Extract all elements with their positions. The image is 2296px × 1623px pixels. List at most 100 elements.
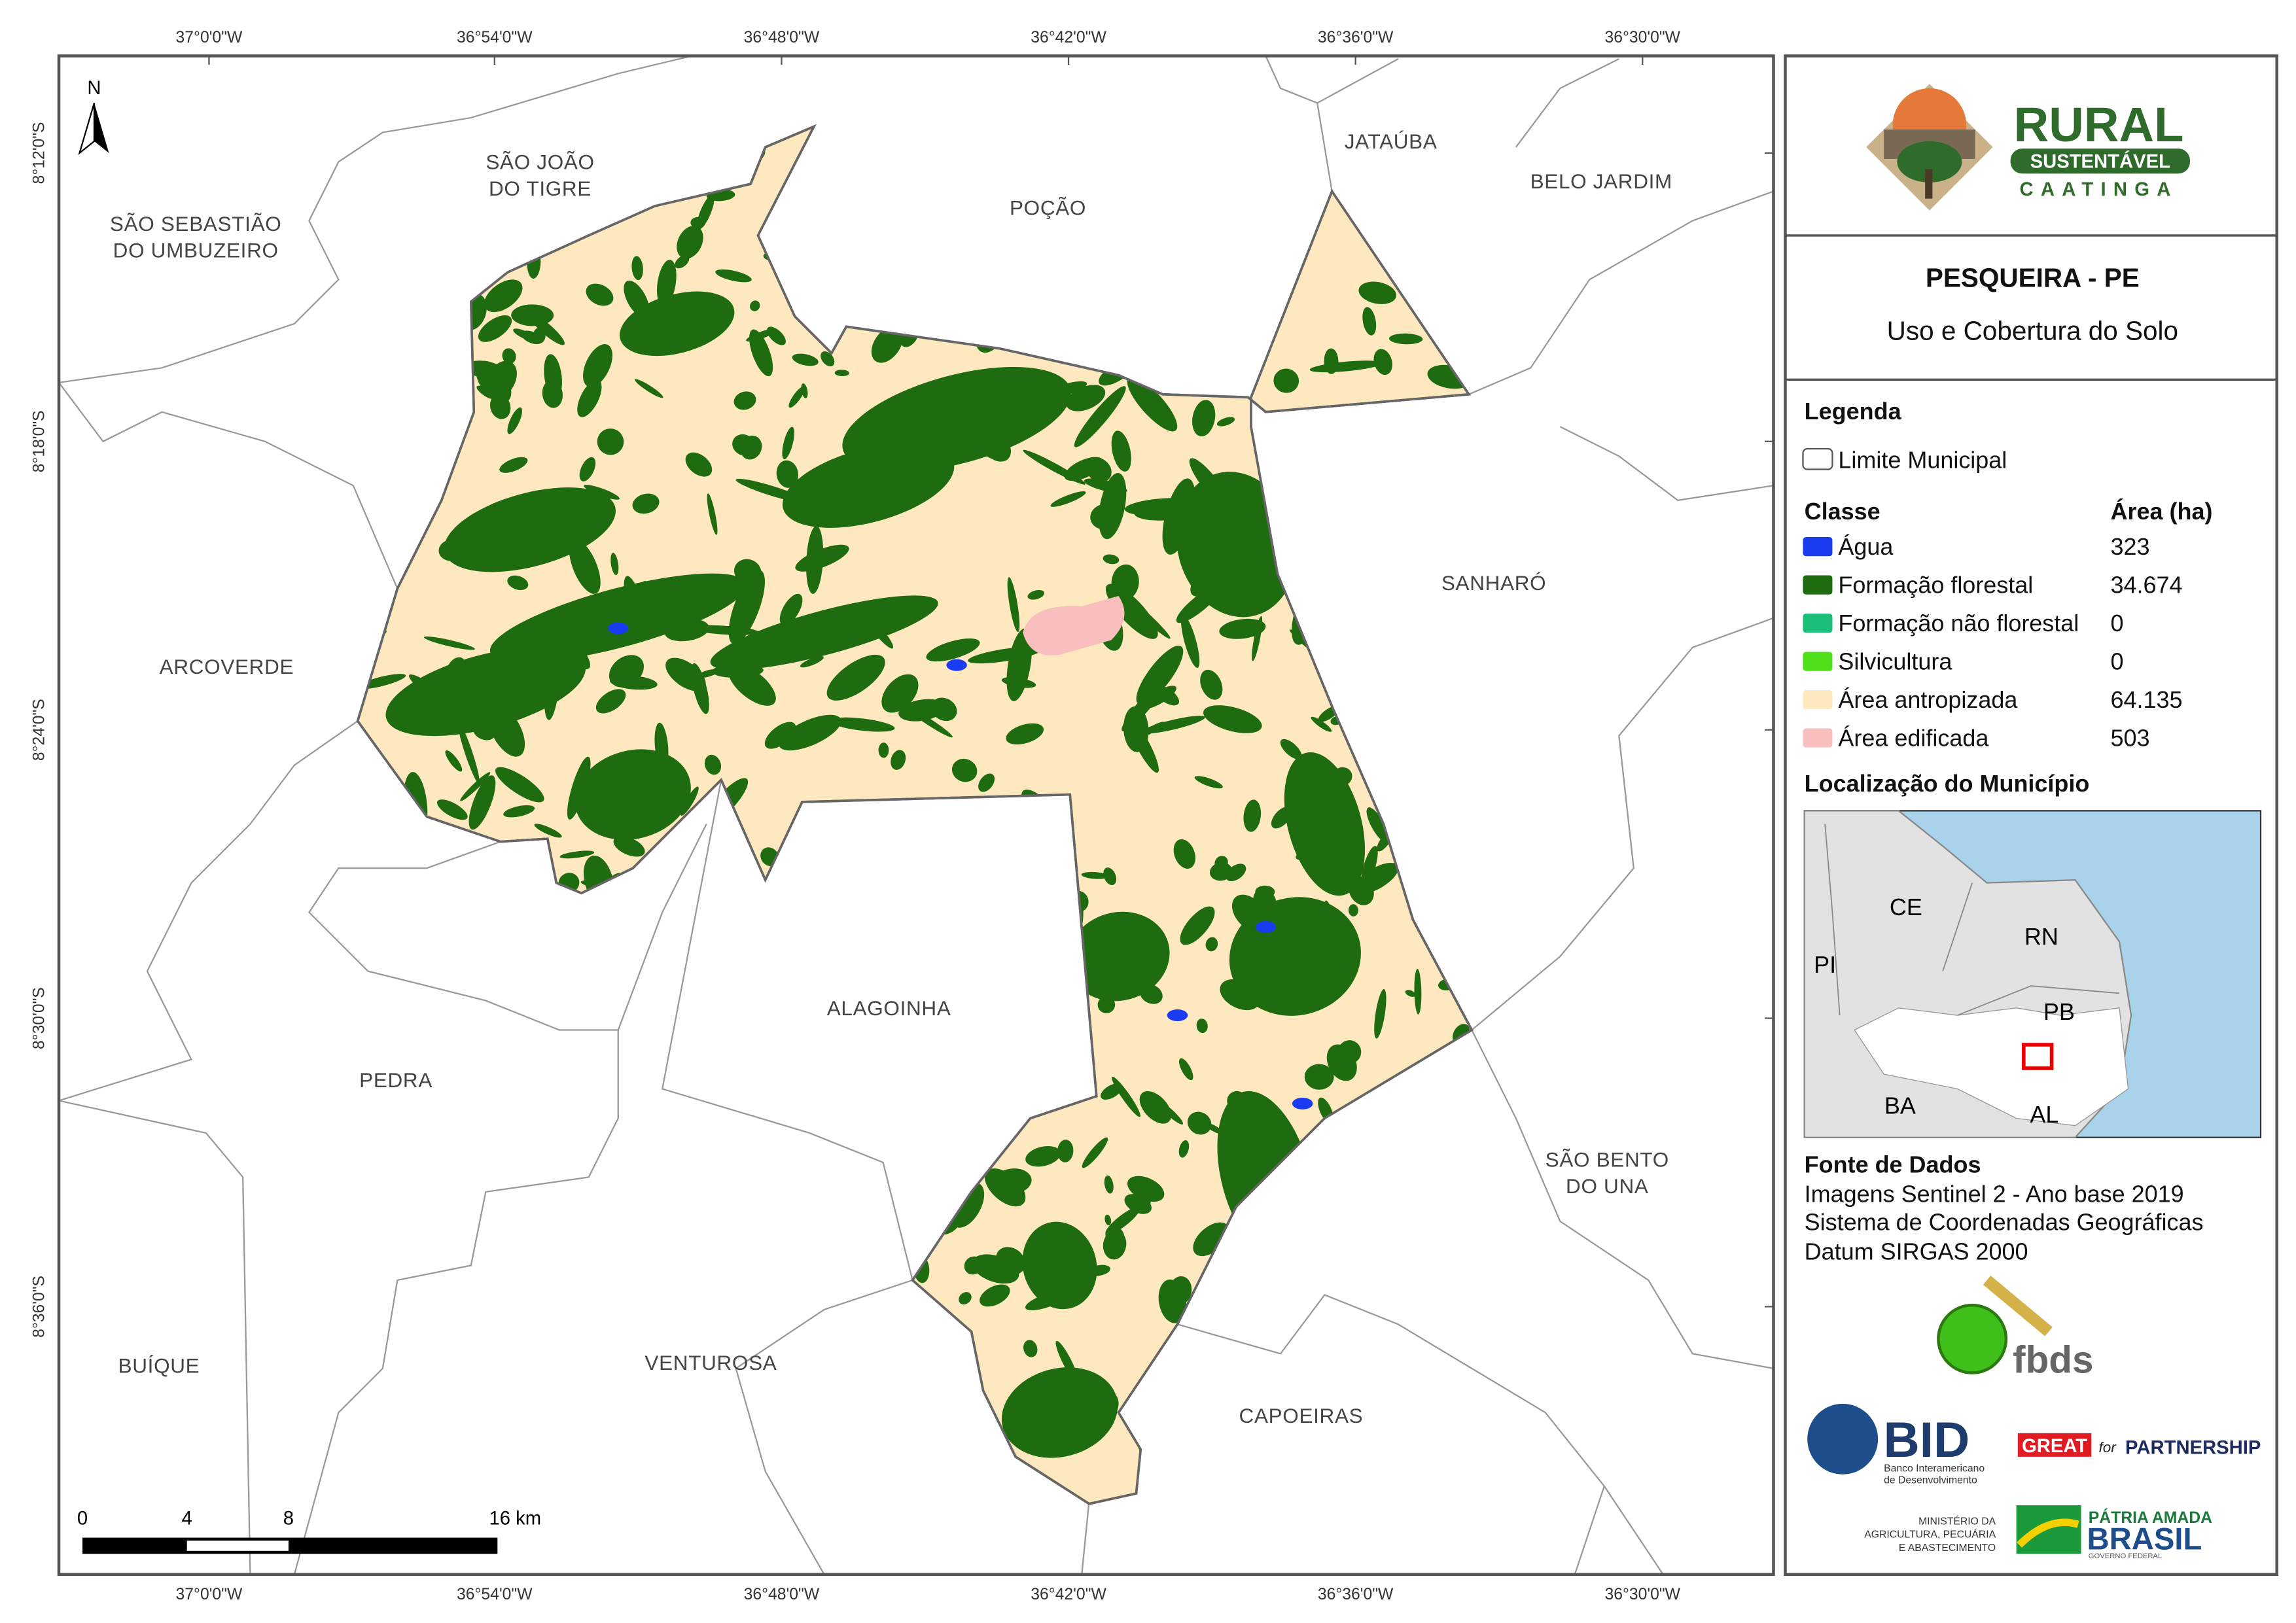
north-arrow: N xyxy=(78,78,109,156)
forest-patch xyxy=(1181,614,1200,669)
forest-patch xyxy=(1103,867,1117,886)
lon-label: 36°30'0"W xyxy=(1605,1586,1681,1603)
forest-patch xyxy=(1007,577,1020,633)
forest-patch xyxy=(675,294,686,309)
logo-badge: SUSTENTÁVEL xyxy=(2030,150,2170,172)
forest-patch xyxy=(1216,417,1235,427)
forest-patch xyxy=(891,750,906,770)
bid-name: de Desenvolvimento xyxy=(1884,1475,1977,1486)
forest-patch xyxy=(1139,932,1152,945)
forest-patch xyxy=(1273,368,1299,393)
forest-patch xyxy=(1192,400,1216,437)
forest-patch xyxy=(569,539,601,594)
source-line: Datum SIRGAS 2000 xyxy=(1805,1238,2028,1265)
forest-patch xyxy=(1362,307,1377,336)
legend-class: Silvicultura xyxy=(1838,648,1952,674)
forest-patch xyxy=(1104,1214,1112,1226)
forest-patch xyxy=(984,380,996,392)
forest-patch xyxy=(597,428,624,455)
forest-patch xyxy=(460,772,491,801)
lon-label: 36°36'0"W xyxy=(1318,29,1394,46)
forest-patch xyxy=(1025,1291,1068,1311)
legend-class: Área antropizada xyxy=(1838,686,2017,713)
forest-patch xyxy=(1055,1340,1079,1383)
forest-patch xyxy=(1196,1019,1208,1034)
forest-patch xyxy=(1122,679,1167,731)
forest-patch xyxy=(656,260,677,307)
forest-patch xyxy=(1025,1145,1061,1167)
forest-patch xyxy=(577,379,602,417)
forest-patch xyxy=(750,300,760,311)
forest-patch xyxy=(1176,585,1222,623)
forest-patch xyxy=(821,351,835,367)
municipality-label: ALAGOINHA xyxy=(827,996,951,1020)
scale-label: 0 xyxy=(77,1508,88,1529)
municipality-label: JATAÚBA xyxy=(1345,130,1438,153)
legend-swatch xyxy=(1803,613,1833,633)
state-label: BA xyxy=(1884,1092,1916,1119)
legend-class: Água xyxy=(1838,533,1893,560)
forest-patch xyxy=(559,850,595,859)
partner-logos: fbds BID Banco Interamericano de Desenvo… xyxy=(1807,1275,2261,1560)
state-label: PB xyxy=(2043,998,2075,1025)
lon-label: 36°36'0"W xyxy=(1318,1586,1394,1603)
forest-patch xyxy=(732,434,756,456)
side-panel: RURAL SUSTENTÁVEL CAATINGA PESQUEIRA - P… xyxy=(1784,54,2278,1577)
map-title: PESQUEIRA - PE xyxy=(1926,263,2140,293)
forest-patch xyxy=(1332,806,1350,818)
bid-logo: BID xyxy=(1884,1412,1970,1468)
lat-label: 8°24'0"S xyxy=(31,699,48,761)
forest-patch xyxy=(1023,1340,1038,1357)
forest-patch xyxy=(507,407,522,434)
forest-patch xyxy=(664,619,709,642)
legend-class: Área edificada xyxy=(1838,724,1988,751)
forest-patch xyxy=(710,595,938,671)
forest-patch xyxy=(685,452,713,477)
forest-patch xyxy=(642,581,660,600)
fbds-logo: fbds xyxy=(2013,1339,2093,1382)
forest-patch xyxy=(1082,1137,1108,1168)
state-label: CE xyxy=(1890,894,1922,920)
forest-patch xyxy=(503,805,535,818)
forest-patch xyxy=(1311,716,1332,732)
forest-patch xyxy=(1097,996,1116,1013)
lon-label: 37°0'0"W xyxy=(176,29,243,46)
municipality-label: DO UMBUZEIRO xyxy=(113,239,279,262)
forest-patch xyxy=(1231,894,1267,932)
municipality-label: CAPOEIRAS xyxy=(1239,1404,1364,1427)
legend-area: 0 xyxy=(2111,648,2124,674)
legend-class: Formação não florestal xyxy=(1838,610,2079,637)
forest-patch xyxy=(1022,1221,1097,1310)
forest-patch xyxy=(1103,1230,1127,1260)
forest-patch xyxy=(1405,990,1416,997)
urban-area xyxy=(1023,595,1125,655)
forest-patch xyxy=(1388,333,1423,345)
brasil-text: BRASIL xyxy=(2087,1522,2202,1557)
forest-patch xyxy=(795,544,849,572)
forest-patch xyxy=(865,616,894,649)
lon-label: 36°42'0"W xyxy=(1031,29,1106,46)
forest-patch xyxy=(1089,1384,1103,1396)
forest-patch xyxy=(385,647,586,737)
forest-patch xyxy=(1194,776,1223,789)
forest-patch xyxy=(632,493,660,514)
forest-patch xyxy=(468,775,496,830)
forest-patch xyxy=(1280,739,1302,759)
forest-patch xyxy=(829,717,895,732)
lat-label: 8°36'0"S xyxy=(31,1276,48,1338)
class-header: Classe xyxy=(1805,498,1881,525)
forest-patch xyxy=(567,756,591,820)
forest-patch xyxy=(826,654,885,701)
legend-area: 323 xyxy=(2111,533,2150,560)
area-header: Área (ha) xyxy=(2111,498,2213,525)
forest-patch xyxy=(1074,386,1126,447)
forest-patch xyxy=(715,269,752,283)
forest-patch xyxy=(1111,564,1139,601)
lat-label: 8°18'0"S xyxy=(31,410,48,472)
lon-label: 36°54'0"W xyxy=(457,29,533,46)
for-text: for xyxy=(2099,1439,2117,1456)
forest-patch xyxy=(631,256,643,281)
sources-title: Fonte de Dados xyxy=(1805,1151,1981,1178)
forest-patch xyxy=(476,360,512,403)
